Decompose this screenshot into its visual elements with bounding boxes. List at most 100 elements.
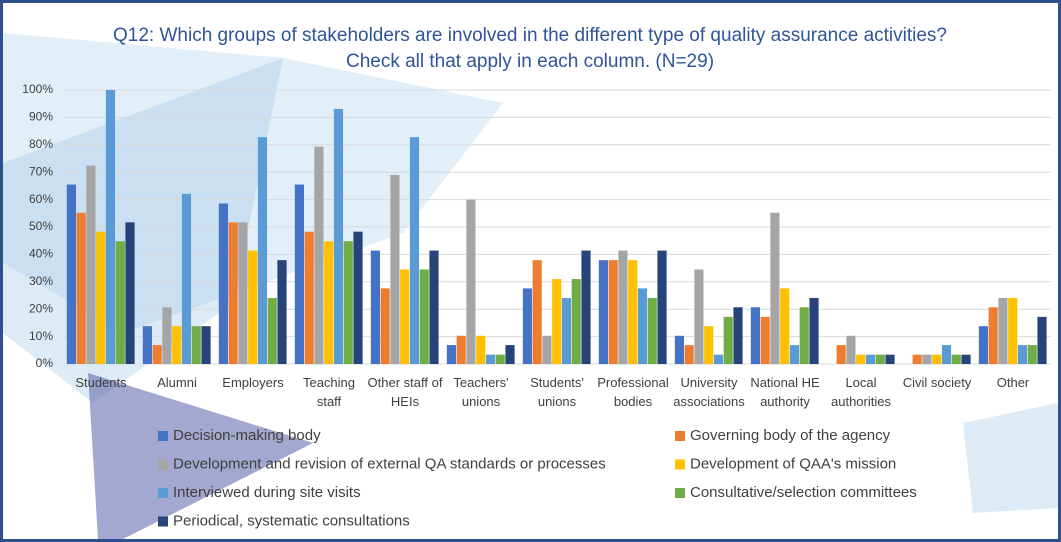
legend-label: Governing body of the agency [690, 427, 891, 444]
bar [770, 213, 779, 364]
y-tick-label: 0% [36, 356, 54, 370]
bar [724, 317, 733, 364]
bar [800, 307, 809, 364]
bar [219, 203, 228, 364]
bar [998, 298, 1007, 364]
bar [371, 251, 380, 364]
x-tick-label: Local authorities [823, 373, 899, 411]
bar [562, 298, 571, 364]
bar [714, 355, 723, 364]
bar [685, 345, 694, 364]
legend-label: Consultative/selection committees [690, 484, 917, 501]
legend-label: Interviewed during site visits [173, 484, 361, 501]
bar [505, 345, 514, 364]
bar [324, 241, 333, 364]
bar [238, 222, 247, 364]
legend-label: Periodical, systematic consultations [173, 512, 410, 529]
bar [248, 251, 257, 364]
bar [295, 185, 304, 364]
x-tick-label: Students [63, 373, 139, 392]
bar [533, 260, 542, 364]
bar [989, 307, 998, 364]
x-tick-label: Professional bodies [595, 373, 671, 411]
y-tick-label: 50% [29, 219, 53, 233]
bar [229, 222, 238, 364]
bar [599, 260, 608, 364]
bar [447, 345, 456, 364]
bar [67, 185, 76, 364]
bar [856, 355, 865, 364]
bar [344, 241, 353, 364]
bar [258, 137, 267, 364]
bar [1028, 345, 1037, 364]
bar [609, 260, 618, 364]
bar [486, 355, 495, 364]
bar [675, 336, 684, 364]
bar [1018, 345, 1027, 364]
bar [192, 326, 201, 364]
legend-swatch [675, 431, 685, 441]
y-tick-label: 90% [29, 110, 53, 124]
x-tick-label: Alumni [139, 373, 215, 392]
bar [542, 336, 551, 364]
bar [153, 345, 162, 364]
chart-title: Q12: Which groups of stakeholders are in… [113, 25, 947, 46]
bar [334, 109, 343, 364]
bar [790, 345, 799, 364]
bar [314, 147, 323, 364]
chart-title: Check all that apply in each column. (N=… [346, 51, 714, 72]
bar [1008, 298, 1017, 364]
bar [523, 288, 532, 364]
bar [268, 298, 277, 364]
bar [162, 307, 171, 364]
bar [381, 288, 390, 364]
bar [572, 279, 581, 364]
x-tick-label: Other staff of HEIs [367, 373, 443, 411]
bar [704, 326, 713, 364]
bar [353, 232, 362, 364]
x-tick-label: Other [975, 373, 1051, 392]
x-tick-label: Employers [215, 373, 291, 392]
y-tick-label: 60% [29, 192, 53, 206]
decor [963, 403, 1058, 513]
bar [476, 336, 485, 364]
y-tick-label: 20% [29, 301, 53, 315]
bar [277, 260, 286, 364]
y-tick-label: 40% [29, 247, 53, 261]
bar [846, 336, 855, 364]
legend-label: Development and revision of external QA … [173, 455, 606, 472]
bar [1037, 317, 1046, 364]
x-tick-label: Teaching staff [291, 373, 367, 411]
bar [628, 260, 637, 364]
legend-swatch [675, 488, 685, 498]
bar [201, 326, 210, 364]
legend-label: Decision-making body [173, 427, 321, 444]
bar [420, 269, 429, 364]
bar [390, 175, 399, 364]
bar [922, 355, 931, 364]
bar [780, 288, 789, 364]
bar [552, 279, 561, 364]
y-tick-label: 100% [22, 82, 53, 96]
bar [979, 326, 988, 364]
bar [952, 355, 961, 364]
bar [172, 326, 181, 364]
bar [400, 269, 409, 364]
bar [866, 355, 875, 364]
bar [581, 251, 590, 364]
legend-swatch [158, 431, 168, 441]
bar [305, 232, 314, 364]
bar [466, 200, 475, 364]
x-tick-label: Students' unions [519, 373, 595, 411]
legend-swatch [675, 460, 685, 470]
legend-swatch [158, 488, 168, 498]
bar [837, 345, 846, 364]
bar [116, 241, 125, 364]
legend-swatch [158, 517, 168, 527]
bar [761, 317, 770, 364]
bar [429, 251, 438, 364]
bar [96, 232, 105, 364]
bar [751, 307, 760, 364]
bar [106, 90, 115, 364]
x-tick-label: University associations [671, 373, 747, 411]
